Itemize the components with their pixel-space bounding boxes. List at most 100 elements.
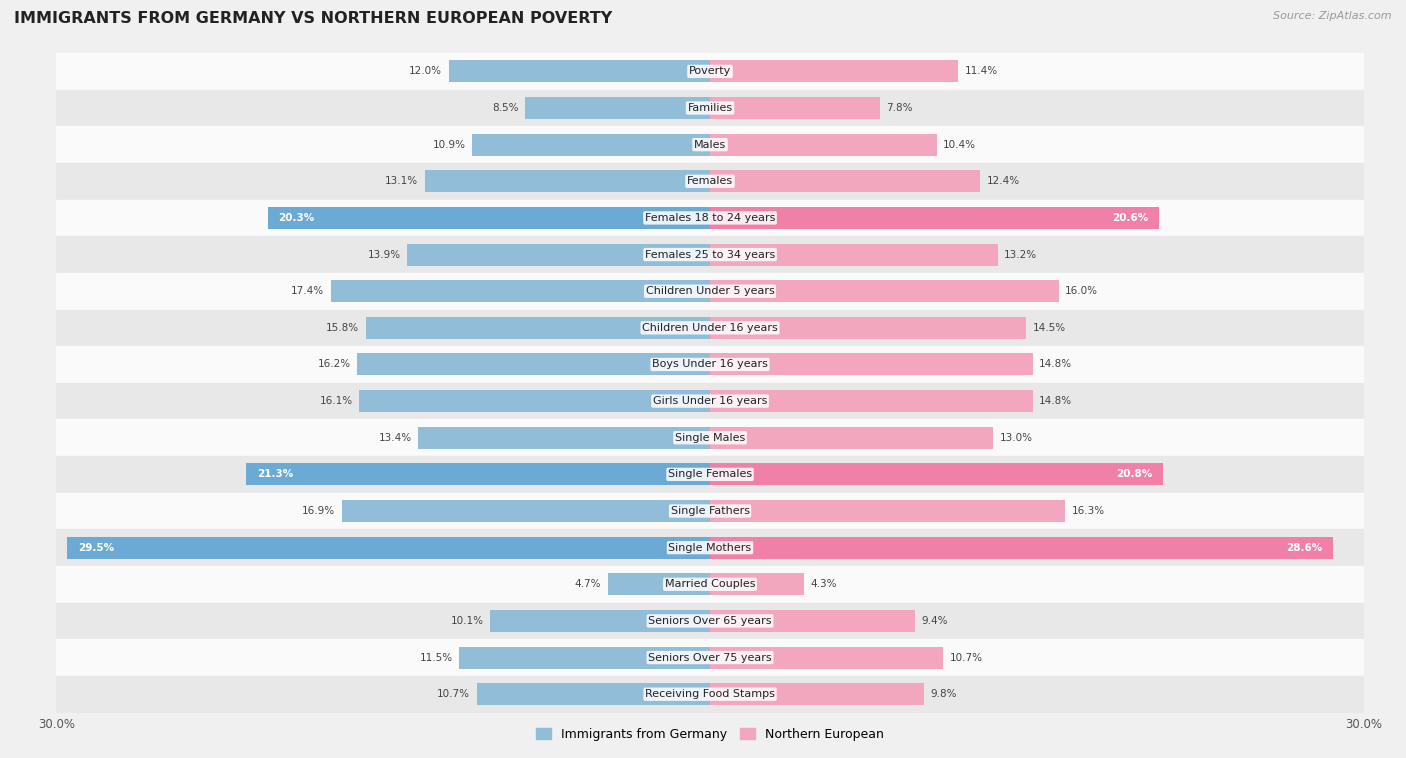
Text: 21.3%: 21.3% [257,469,292,479]
Text: 13.0%: 13.0% [1000,433,1033,443]
Text: 10.7%: 10.7% [437,689,470,699]
Legend: Immigrants from Germany, Northern European: Immigrants from Germany, Northern Europe… [531,723,889,746]
Text: Males: Males [695,139,725,149]
Text: 10.7%: 10.7% [950,653,983,662]
Bar [710,133,936,155]
Text: Boys Under 16 years: Boys Under 16 years [652,359,768,369]
Text: Seniors Over 75 years: Seniors Over 75 years [648,653,772,662]
Bar [418,427,710,449]
Text: 20.6%: 20.6% [1112,213,1149,223]
Bar [710,390,1032,412]
Text: 13.9%: 13.9% [367,249,401,259]
Bar [710,683,924,705]
Bar [342,500,710,522]
Bar [710,243,998,265]
Bar [56,163,1364,199]
Text: Girls Under 16 years: Girls Under 16 years [652,396,768,406]
Bar [56,346,1364,383]
Text: 7.8%: 7.8% [887,103,912,113]
Bar [449,61,710,83]
Text: Females 18 to 24 years: Females 18 to 24 years [645,213,775,223]
Text: Single Mothers: Single Mothers [668,543,752,553]
Text: 8.5%: 8.5% [492,103,519,113]
Text: Source: ZipAtlas.com: Source: ZipAtlas.com [1274,11,1392,21]
Text: 14.8%: 14.8% [1039,396,1073,406]
Text: 16.3%: 16.3% [1071,506,1105,516]
Bar [246,463,710,485]
Text: 10.1%: 10.1% [450,616,484,626]
Text: 17.4%: 17.4% [291,287,325,296]
Text: 11.4%: 11.4% [965,67,998,77]
Bar [56,676,1364,713]
Bar [710,427,993,449]
Bar [56,309,1364,346]
Bar [56,236,1364,273]
Bar [56,456,1364,493]
Bar [56,127,1364,163]
Text: 10.9%: 10.9% [433,139,465,149]
Text: Children Under 5 years: Children Under 5 years [645,287,775,296]
Bar [330,280,710,302]
Text: 4.3%: 4.3% [810,579,837,589]
Text: Married Couples: Married Couples [665,579,755,589]
Bar [56,419,1364,456]
Text: Receiving Food Stamps: Receiving Food Stamps [645,689,775,699]
Bar [710,573,804,595]
Text: Children Under 16 years: Children Under 16 years [643,323,778,333]
Bar [472,133,710,155]
Bar [56,53,1364,89]
Bar [56,273,1364,309]
Text: 20.3%: 20.3% [278,213,315,223]
Text: 13.1%: 13.1% [385,177,418,186]
Text: Seniors Over 65 years: Seniors Over 65 years [648,616,772,626]
Text: 29.5%: 29.5% [79,543,114,553]
Bar [710,610,915,632]
Bar [359,390,710,412]
Bar [408,243,710,265]
Text: 9.8%: 9.8% [931,689,956,699]
Bar [267,207,710,229]
Text: 14.5%: 14.5% [1032,323,1066,333]
Text: Single Males: Single Males [675,433,745,443]
Text: 4.7%: 4.7% [575,579,602,589]
Bar [56,383,1364,419]
Text: 28.6%: 28.6% [1286,543,1323,553]
Text: 10.4%: 10.4% [943,139,976,149]
Bar [425,171,710,193]
Bar [710,97,880,119]
Bar [710,61,959,83]
Bar [710,537,1333,559]
Text: Single Fathers: Single Fathers [671,506,749,516]
Bar [710,280,1059,302]
Bar [710,463,1163,485]
Bar [56,566,1364,603]
Text: 12.0%: 12.0% [409,67,441,77]
Bar [56,639,1364,676]
Bar [56,89,1364,127]
Text: 13.4%: 13.4% [378,433,412,443]
Bar [710,500,1066,522]
Bar [56,603,1364,639]
Text: IMMIGRANTS FROM GERMANY VS NORTHERN EUROPEAN POVERTY: IMMIGRANTS FROM GERMANY VS NORTHERN EURO… [14,11,612,27]
Text: Single Females: Single Females [668,469,752,479]
Text: 13.2%: 13.2% [1004,249,1038,259]
Text: 16.1%: 16.1% [319,396,353,406]
Bar [710,171,980,193]
Text: Families: Families [688,103,733,113]
Bar [357,353,710,375]
Bar [710,317,1026,339]
Bar [489,610,710,632]
Text: 14.8%: 14.8% [1039,359,1073,369]
Text: 9.4%: 9.4% [921,616,948,626]
Bar [460,647,710,669]
Bar [710,647,943,669]
Bar [710,207,1159,229]
Bar [477,683,710,705]
Bar [366,317,710,339]
Bar [607,573,710,595]
Bar [710,353,1032,375]
Text: 16.0%: 16.0% [1066,287,1098,296]
Bar [56,493,1364,529]
Text: Females 25 to 34 years: Females 25 to 34 years [645,249,775,259]
Text: 11.5%: 11.5% [420,653,453,662]
